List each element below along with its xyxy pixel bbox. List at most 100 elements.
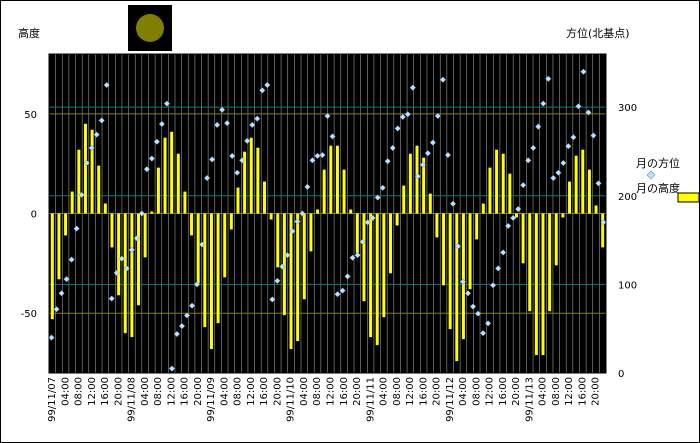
azimuth-point (499, 249, 507, 256)
legend-altitude-marker (677, 192, 700, 203)
altitude-bar (481, 203, 485, 214)
altitude-bar (521, 213, 525, 264)
azimuth-point (188, 302, 196, 309)
altitude-bar (561, 213, 565, 218)
azimuth-point (479, 329, 487, 337)
x-tick-label: 04:00 (538, 377, 549, 406)
altitude-bar (548, 213, 552, 312)
azimuth-point (329, 133, 336, 140)
azimuth-point (399, 113, 406, 121)
altitude-bar (70, 191, 74, 214)
x-tick-label: 04:00 (379, 377, 390, 406)
altitude-bar (389, 213, 392, 274)
altitude-bar (322, 169, 326, 214)
azimuth-point (434, 112, 442, 120)
altitude-bar (428, 193, 432, 214)
x-tick-label: 99/11/09 (206, 377, 217, 422)
azimuth-point (369, 214, 376, 222)
x-tick-label: 20:00 (113, 377, 124, 406)
azimuth-point (359, 238, 366, 246)
azimuth-point (173, 330, 181, 338)
altitude-bar (514, 213, 518, 218)
azimuth-point (58, 290, 65, 297)
altitude-bar (316, 209, 320, 214)
x-tick-label: 99/11/12 (445, 377, 456, 422)
azimuth-point (73, 225, 80, 232)
azimuth-point (244, 137, 251, 144)
azimuth-point (249, 121, 256, 129)
altitude-bar (369, 213, 373, 338)
altitude-bar (488, 167, 492, 214)
azimuth-point (223, 119, 231, 127)
altitude-bar (309, 213, 313, 252)
altitude-bar (302, 213, 306, 300)
x-tick-label: 20:00 (432, 377, 443, 406)
altitude-bar (402, 185, 406, 214)
right-tick-label: 0 (618, 369, 624, 380)
altitude-bar (335, 145, 339, 214)
altitude-bar (90, 129, 94, 214)
x-tick-label: 08:00 (233, 377, 244, 406)
azimuth-point (63, 275, 70, 283)
azimuth-point (575, 103, 582, 110)
altitude-bar (263, 181, 266, 214)
altitude-bar (495, 149, 499, 214)
altitude-bar (501, 153, 505, 214)
x-tick-label: 16:00 (180, 377, 191, 406)
x-tick-label: 16:00 (100, 377, 111, 406)
azimuth-point (464, 290, 472, 297)
azimuth-point (545, 75, 552, 82)
azimuth-point (143, 166, 151, 173)
moon-icon (136, 14, 164, 42)
azimuth-point (239, 157, 246, 164)
altitude-bar (156, 167, 160, 214)
altitude-bar (355, 213, 359, 254)
left-tick-label: 0 (31, 210, 37, 221)
azimuth-point (494, 265, 502, 272)
altitude-bar (269, 213, 273, 220)
x-tick-label: 12:00 (246, 377, 257, 406)
altitude-bar (455, 213, 459, 362)
x-tick-label: 20:00 (511, 377, 522, 406)
right-tick-label: 200 (618, 192, 637, 203)
azimuth-point (389, 144, 396, 152)
azimuth-point (259, 87, 266, 94)
azimuth-point (550, 174, 557, 182)
x-tick-label: 12:00 (405, 377, 416, 406)
plot-border (48, 53, 607, 374)
azimuth-point (530, 144, 537, 152)
azimuth-point (183, 312, 191, 319)
azimuth-point (294, 218, 301, 225)
azimuth-point (269, 296, 276, 303)
altitude-bar (223, 213, 227, 278)
altitude-bar (422, 157, 426, 214)
x-tick-label: 04:00 (458, 377, 469, 406)
x-tick-label: 08:00 (74, 377, 85, 406)
azimuth-point (334, 290, 341, 298)
azimuth-point (299, 210, 306, 217)
altitude-bar (468, 213, 472, 290)
azimuth-point (590, 132, 597, 139)
x-tick-label: 08:00 (392, 377, 403, 406)
azimuth-point (153, 138, 161, 145)
altitude-bar (342, 169, 346, 214)
altitude-bar (282, 213, 286, 316)
azimuth-point (53, 306, 60, 313)
x-tick-label: 04:00 (60, 377, 71, 406)
azimuth-point (123, 265, 130, 272)
azimuth-point (229, 152, 236, 160)
azimuth-point (234, 169, 241, 176)
azimuth-point (178, 322, 186, 330)
altitude-bar (415, 145, 419, 214)
azimuth-point (595, 180, 602, 187)
azimuth-point (474, 310, 482, 317)
altitude-bar (461, 213, 465, 340)
azimuth-point (128, 246, 135, 253)
altitude-bar (554, 213, 558, 266)
altitude-bar (329, 145, 333, 214)
altitude-bar (243, 151, 247, 214)
altitude-bar (534, 213, 538, 356)
azimuth-point (489, 282, 497, 289)
altitude-bar (448, 213, 452, 330)
